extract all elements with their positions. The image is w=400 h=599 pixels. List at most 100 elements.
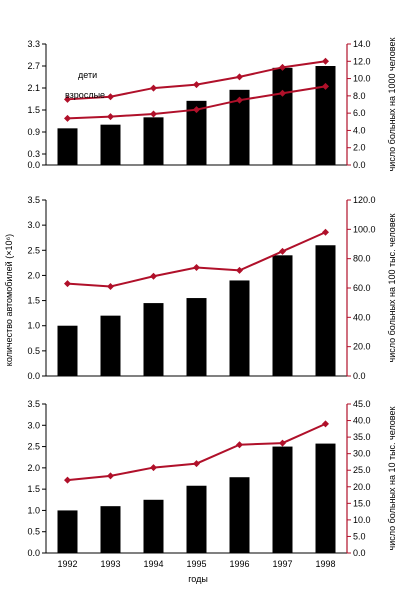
- panel-top: 0.00.30.91.52.12.73.30.02.04.06.08.010.0…: [27, 38, 397, 172]
- x-tick-label: 1994: [143, 559, 163, 569]
- bar: [229, 89, 250, 165]
- bar: [272, 255, 293, 376]
- right-tick-label: 5.0: [353, 531, 366, 541]
- bar: [143, 303, 164, 376]
- series-marker: [107, 93, 114, 101]
- right-axis-label: число больных на 10 тыс. человек: [387, 407, 397, 551]
- series-marker: [279, 63, 286, 71]
- x-tick-label: 1997: [272, 559, 292, 569]
- right-tick-label: 60.0: [353, 283, 371, 293]
- series-marker: [279, 247, 286, 255]
- right-tick-label: 4.0: [353, 125, 366, 135]
- bar: [57, 510, 78, 553]
- right-tick-label: 12.0: [353, 56, 371, 66]
- left-tick-label: 0.3: [27, 149, 40, 159]
- right-tick-label: 30.0: [353, 449, 371, 459]
- left-tick-label: 0.0: [27, 160, 40, 170]
- x-tick-label: 1998: [315, 559, 335, 569]
- bar: [229, 280, 250, 376]
- series-marker: [107, 472, 114, 480]
- left-tick-label: 2.1: [27, 83, 40, 93]
- series-label-children: дети: [78, 70, 97, 80]
- bar: [143, 499, 164, 553]
- left-tick-label: 1.0: [27, 321, 40, 331]
- x-axis-label: годы: [188, 574, 208, 584]
- left-tick-label: 3.3: [27, 39, 40, 49]
- right-tick-label: 100.0: [353, 224, 376, 234]
- left-tick-label: 3.5: [27, 399, 40, 409]
- left-axis-label: количество автомобилей (×10⁶): [4, 234, 14, 366]
- bar: [100, 124, 121, 165]
- series-label-adults: взрослые: [65, 90, 105, 100]
- panel-bottom: 0.0 0.5 1.0 1.5 2.0 2.5 3.0 3.5 0.0 5.0 10.0 15.0 20…: [27, 399, 397, 569]
- series-marker: [279, 89, 286, 97]
- x-tick-label: 1996: [229, 559, 249, 569]
- right-tick-label: 2.0: [353, 143, 366, 153]
- bar: [186, 485, 207, 553]
- right-tick-label: 35.0: [353, 432, 371, 442]
- right-tick-label: 120.0: [353, 195, 376, 205]
- series-marker: [236, 441, 243, 449]
- right-tick-label: 15.0: [353, 498, 371, 508]
- bar: [100, 315, 121, 376]
- x-tick-label: 1992: [57, 559, 77, 569]
- series-marker: [322, 420, 329, 428]
- bar: [229, 477, 250, 553]
- x-tick-label: 1993: [100, 559, 120, 569]
- right-tick-label: 20.0: [353, 482, 371, 492]
- series-marker: [236, 96, 243, 104]
- series-marker: [279, 439, 286, 447]
- left-tick-label: 3.0: [27, 420, 40, 430]
- series-marker: [322, 57, 329, 65]
- right-tick-label: 80.0: [353, 254, 371, 264]
- bar: [315, 66, 336, 165]
- series-marker: [236, 73, 243, 81]
- left-tick-label: 3.5: [27, 195, 40, 205]
- right-tick-label: 14.0: [353, 39, 371, 49]
- right-tick-label: 20.0: [353, 342, 371, 352]
- series-marker: [64, 114, 71, 122]
- bar: [315, 443, 336, 553]
- right-tick-label: 25.0: [353, 465, 371, 475]
- series-marker: [193, 81, 200, 89]
- right-tick-label: 45.0: [353, 399, 371, 409]
- bar: [272, 67, 293, 165]
- left-tick-label: 2.5: [27, 245, 40, 255]
- right-axis-label: число больных на 100 тыс. человек: [387, 214, 397, 363]
- right-tick-label: 40.0: [353, 312, 371, 322]
- series-marker: [150, 84, 157, 92]
- right-tick-label: 10.0: [353, 74, 371, 84]
- bar: [315, 245, 336, 376]
- bar: [143, 117, 164, 165]
- series-marker: [193, 263, 200, 271]
- series-marker: [107, 283, 114, 291]
- series-marker: [64, 476, 71, 484]
- right-tick-label: 0.0: [353, 548, 366, 558]
- series-marker: [64, 95, 71, 103]
- series-marker: [322, 228, 329, 236]
- series-marker: [322, 82, 329, 90]
- series-marker: [193, 106, 200, 114]
- left-tick-label: 0.5: [27, 346, 40, 356]
- left-tick-label: 3.0: [27, 220, 40, 230]
- left-tick-label: 2.7: [27, 61, 40, 71]
- series-marker: [236, 266, 243, 274]
- right-tick-label: 40.0: [353, 416, 371, 426]
- left-tick-label: 0.0: [27, 371, 40, 381]
- series-marker: [150, 464, 157, 472]
- right-tick-label: 0.0: [353, 371, 366, 381]
- series-marker: [193, 460, 200, 468]
- bar: [57, 325, 78, 376]
- left-tick-label: 1.5: [27, 105, 40, 115]
- left-tick-label: 2.0: [27, 463, 40, 473]
- right-tick-label: 6.0: [353, 108, 366, 118]
- series-marker: [64, 280, 71, 288]
- right-axis-label: число больных на 1000 человек: [387, 38, 397, 172]
- bar: [57, 128, 78, 165]
- left-tick-label: 1.0: [27, 505, 40, 515]
- left-tick-label: 0.5: [27, 527, 40, 537]
- left-tick-label: 2.0: [27, 270, 40, 280]
- left-tick-label: 2.5: [27, 442, 40, 452]
- right-tick-label: 10.0: [353, 515, 371, 525]
- left-tick-label: 0.0: [27, 548, 40, 558]
